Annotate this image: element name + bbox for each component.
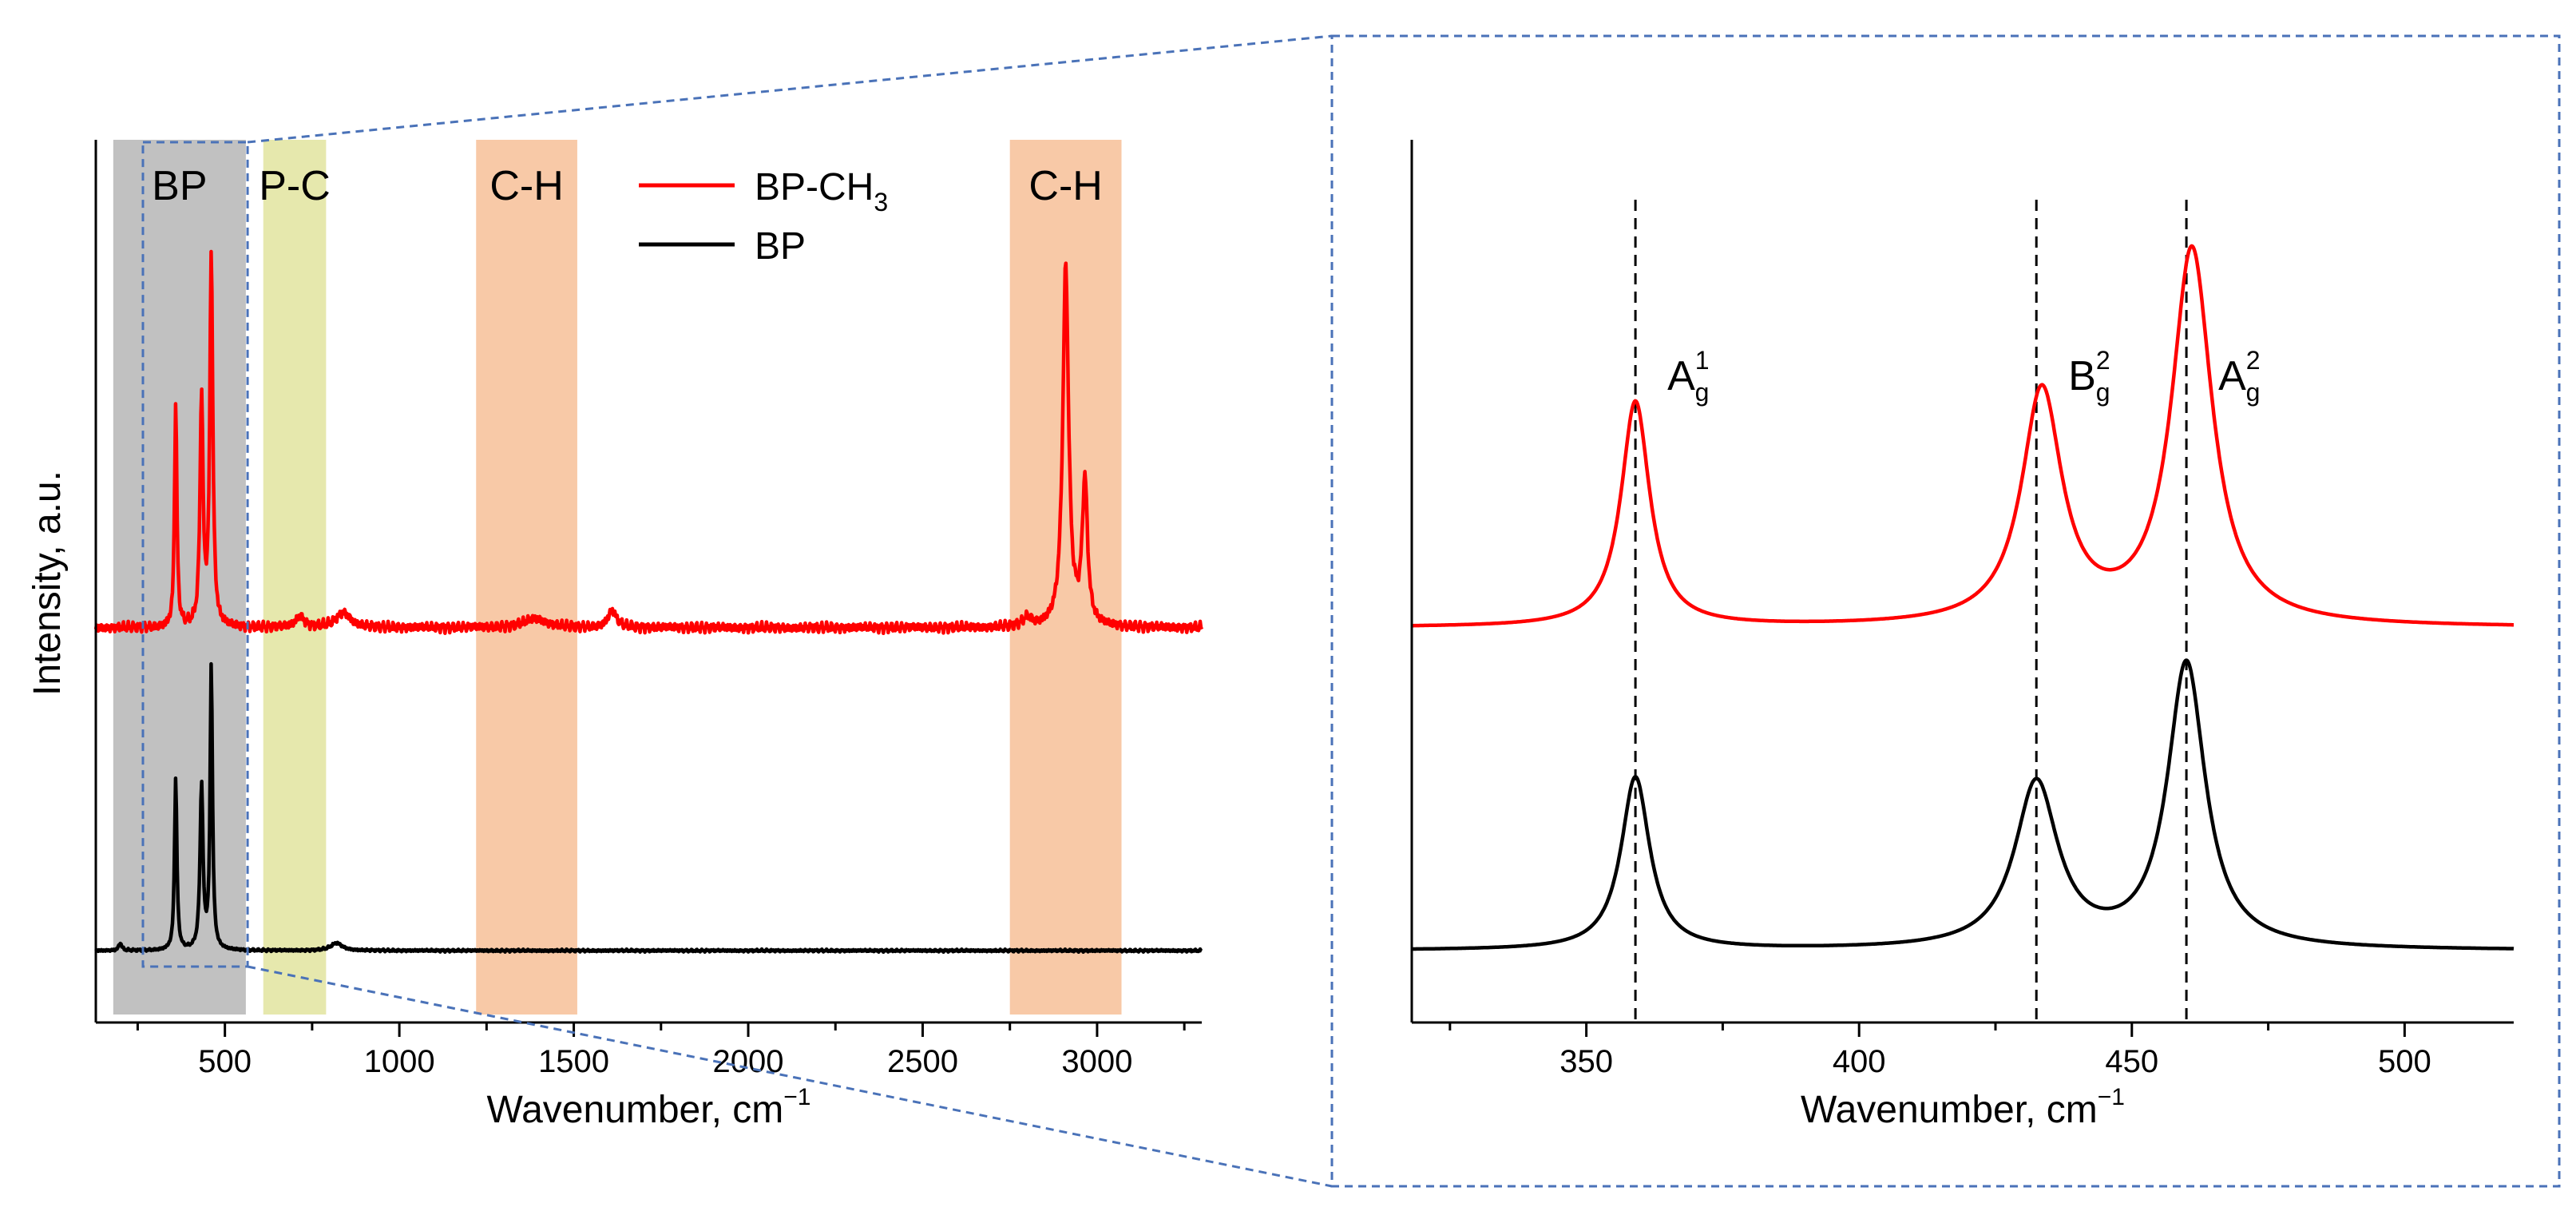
right-panel: A1 g B2 g A2 g 350 400 450 500 Wavenumber, cm−1 [1410,140,2515,1131]
x-tick-label-450: 450 [2105,1044,2158,1079]
x-tick-label-500: 500 [198,1044,252,1079]
band-label-c-h-2: C-H [489,163,563,209]
legend: BP-CH3 BP [639,166,888,268]
band-c-h-2 [476,140,577,1015]
left-y-axis-label: Intensity, a.u. [26,471,69,696]
peak-markers: A1 g B2 g A2 g [1634,200,2261,1022]
right-axes [1410,140,2514,1024]
band-label-bp-0: BP [152,163,207,209]
left-series [93,249,1204,955]
series-line-bp [94,661,1203,955]
zoom-region-box [141,141,249,968]
band-label-p-c-1: P-C [259,163,331,209]
series-line-bp-ch3 [1410,244,2515,628]
x-tick-label-1000: 1000 [364,1044,435,1079]
x-tick-label-350: 350 [1559,1044,1613,1079]
series-line-bp [1410,658,2515,951]
peak-marker-label-1: B2 g [2068,346,2110,407]
zoom-connector-bottom [247,965,1333,1188]
peak-marker-label-2: A2 g [2218,346,2260,407]
left-x-ticks: 500 1000 1500 2000 2500 3000 [136,1022,1186,1079]
left-axes [94,140,1202,1024]
right-x-axis-label: Wavenumber, cm−1 [1801,1084,2125,1131]
band-p-c-1 [263,140,327,1015]
peak-marker-label-0: A1 g [1667,346,1709,407]
zoom-connector-top [247,34,1333,144]
right-x-ticks: 350 400 450 500 [1449,1022,2431,1079]
legend-label-bp-ch3: BP-CH3 [755,166,888,216]
zoom-inset-frame [1330,34,2561,1188]
legend-label-bp: BP [755,225,806,268]
left-x-axis-label: Wavenumber, cm−1 [487,1084,811,1131]
x-tick-label-400: 400 [1833,1044,1886,1079]
band-label-c-h-3: C-H [1028,163,1102,209]
left-panel: BP P-C C-H C-H 500 1000 1500 2000 2500 3000 Wave… [26,140,1204,1131]
zoom-connector [247,34,2561,1188]
series-line-bp-ch3 [93,249,1204,636]
x-tick-label-1500: 1500 [538,1044,609,1079]
right-series [1410,244,2515,951]
band-regions: BP P-C C-H C-H [113,140,1122,1015]
x-tick-label-2500: 2500 [887,1044,958,1079]
x-tick-label-3000: 3000 [1061,1044,1132,1079]
x-tick-label-500: 500 [2378,1044,2431,1079]
